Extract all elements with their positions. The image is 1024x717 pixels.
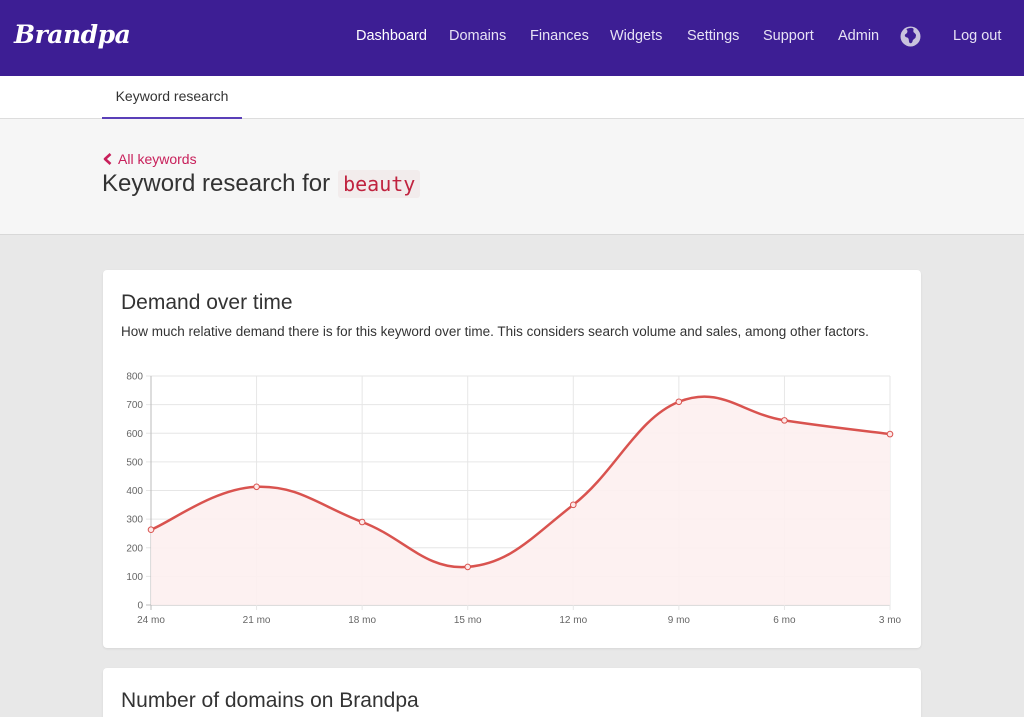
- nav-support[interactable]: Support: [763, 28, 814, 44]
- y-tick-label: 100: [126, 572, 143, 583]
- y-tick-label: 0: [137, 601, 143, 612]
- x-tick-label: 3 mo: [879, 615, 902, 626]
- y-tick-label: 700: [126, 400, 143, 411]
- domains-title: Number of domains on Brandpa: [121, 689, 419, 712]
- data-point: [886, 430, 894, 438]
- demand-card: Demand over time How much relative deman…: [103, 270, 921, 648]
- x-tick-label: 15 mo: [454, 615, 482, 626]
- logout-link[interactable]: Log out: [953, 28, 1002, 44]
- x-tick-label: 18 mo: [348, 615, 376, 626]
- y-tick-label: 800: [126, 372, 143, 383]
- globe-icon[interactable]: [900, 26, 921, 47]
- page-title-text: Keyword research for: [102, 170, 331, 197]
- nav-widgets[interactable]: Widgets: [610, 28, 663, 44]
- y-tick-label: 600: [126, 429, 143, 440]
- x-tick-label: 24 mo: [137, 615, 165, 626]
- y-tick-label: 300: [126, 515, 143, 526]
- nav-admin[interactable]: Admin: [838, 28, 880, 44]
- data-point: [781, 417, 788, 424]
- data-point: [675, 398, 683, 406]
- x-tick-label: 12 mo: [559, 615, 587, 626]
- y-tick-label: 200: [126, 543, 143, 554]
- keyword-code: beauty: [338, 170, 421, 198]
- all-keywords-link[interactable]: All keywords: [103, 151, 197, 167]
- demand-title: Demand over time: [121, 291, 293, 314]
- demand-chart: 0 100 200 300 400 500 600 700 800 24 mo 21 mo 18 mo…: [126, 372, 902, 627]
- nav-dashboard[interactable]: Dashboard: [356, 28, 427, 44]
- demand-description: How much relative demand there is for th…: [121, 324, 869, 339]
- data-point: [358, 518, 366, 526]
- page-header: [0, 119, 1024, 235]
- tab-bar: Keyword research: [0, 76, 1024, 119]
- data-point: [569, 501, 577, 509]
- nav-finances[interactable]: Finances: [530, 28, 589, 44]
- data-point: [464, 563, 472, 571]
- nav-domains[interactable]: Domains: [449, 28, 507, 44]
- y-tick-label: 400: [126, 486, 143, 497]
- brandpa-logo[interactable]: Brandpa: [14, 20, 131, 49]
- x-tick-label: 6 mo: [773, 615, 796, 626]
- nav-settings[interactable]: Settings: [687, 28, 740, 44]
- tab-keyword-research[interactable]: Keyword research: [102, 76, 242, 119]
- all-keywords-label: All keywords: [118, 151, 197, 167]
- series-area: [151, 396, 890, 605]
- domains-card: Number of domains on Brandpa: [103, 668, 921, 717]
- y-tick-label: 500: [126, 457, 143, 468]
- data-point: [147, 526, 155, 534]
- data-point: [253, 483, 260, 491]
- x-tick-label: 21 mo: [243, 615, 271, 626]
- top-navbar: Brandpa Dashboard Domains Finances Widge…: [0, 0, 1024, 76]
- page-title: Keyword research for beauty: [102, 170, 421, 198]
- series-line: [150, 395, 891, 569]
- x-tick-label: 9 mo: [668, 615, 691, 626]
- chevron-left-icon: [103, 153, 112, 165]
